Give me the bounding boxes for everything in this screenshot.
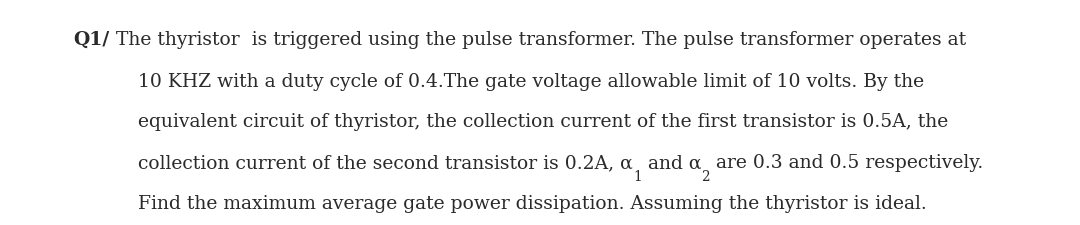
Text: are 0.3 and 0.5 respectively.: are 0.3 and 0.5 respectively. — [710, 154, 983, 172]
Text: Q1/: Q1/ — [73, 31, 110, 49]
Text: and α: and α — [642, 154, 701, 172]
Text: 1: 1 — [633, 170, 642, 184]
Text: 2: 2 — [701, 170, 710, 184]
Text: 10 KHZ with a duty cycle of 0.4.The gate voltage allowable limit of 10 volts. By: 10 KHZ with a duty cycle of 0.4.The gate… — [138, 73, 924, 91]
Text: equivalent circuit of thyristor, the collection current of the first transistor : equivalent circuit of thyristor, the col… — [138, 113, 948, 131]
Text: The thyristor  is triggered using the pulse transformer. The pulse transformer o: The thyristor is triggered using the pul… — [110, 31, 966, 49]
Text: Find the maximum average gate power dissipation. Assuming the thyristor is ideal: Find the maximum average gate power diss… — [138, 195, 927, 213]
Text: collection current of the second transistor is 0.2A, α: collection current of the second transis… — [138, 154, 633, 172]
